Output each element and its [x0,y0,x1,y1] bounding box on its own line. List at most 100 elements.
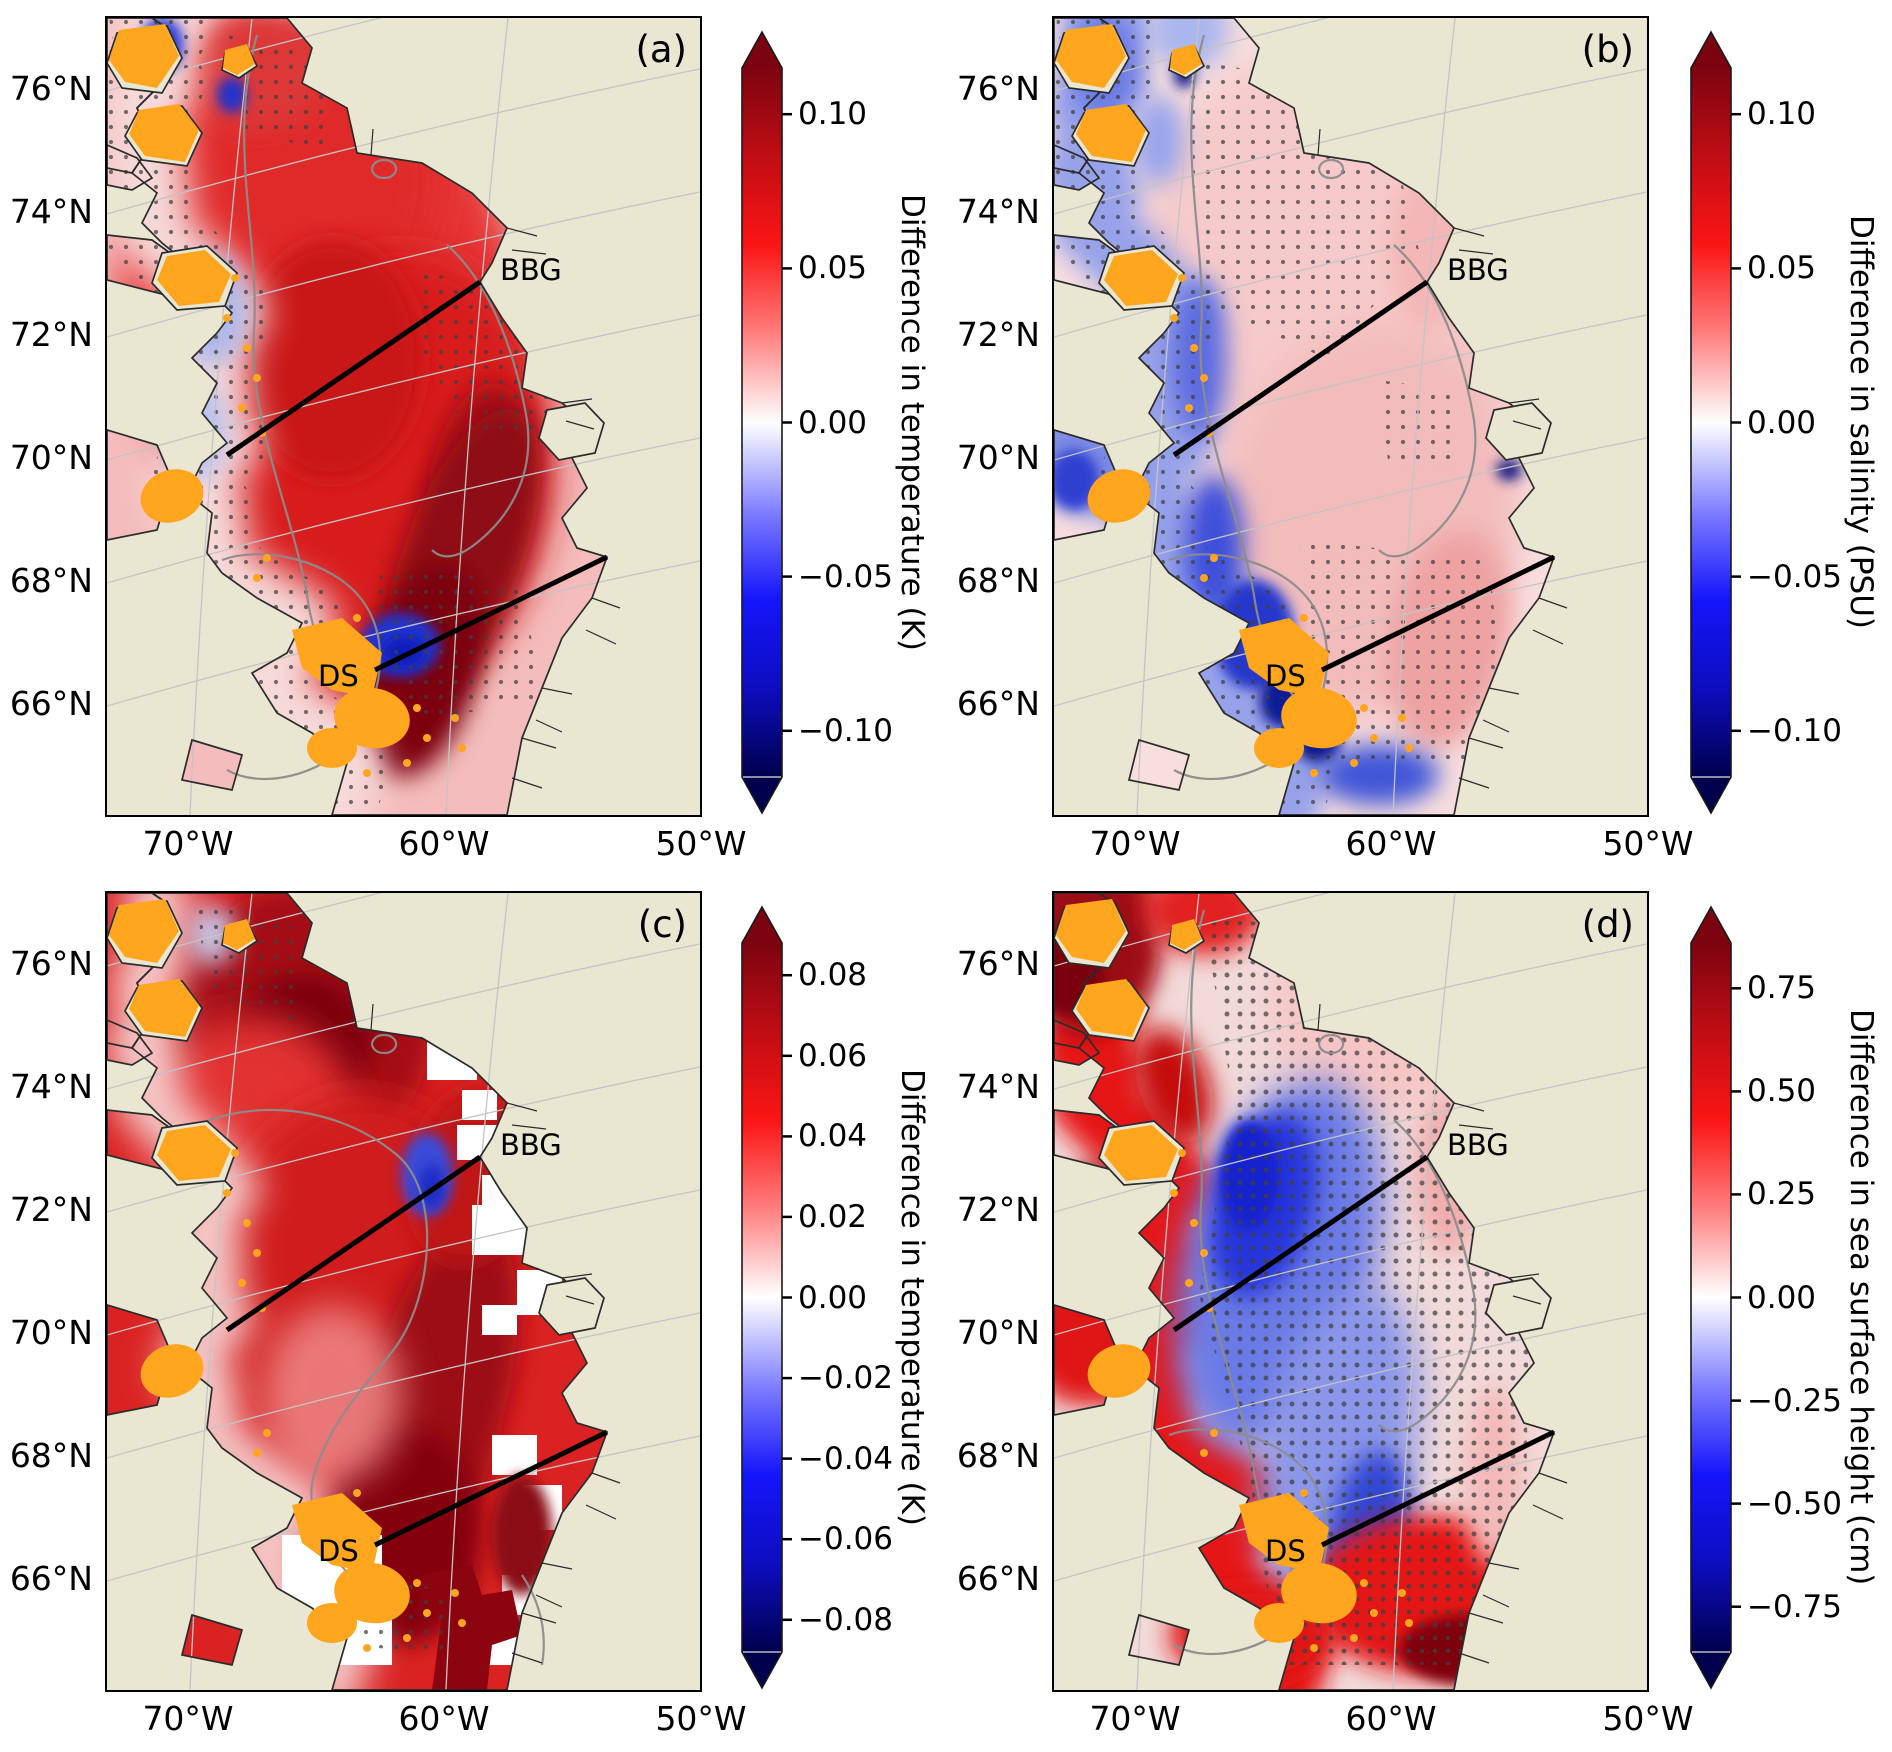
ice-cap-layer [1056,899,1413,1652]
colorbar-tick-label: −0.04 [798,1440,893,1477]
lat-tick-label: 70°N [956,438,1040,477]
lat-tick-label: 74°N [956,1067,1040,1106]
lat-tick-label: 74°N [956,192,1040,231]
colorbar-tick-label: −0.05 [1747,558,1842,595]
colorbar-tick-label: −0.25 [1747,1382,1842,1419]
colorbar-tick-label: 0.00 [1747,1279,1817,1316]
lat-tick-label: 72°N [9,1190,93,1229]
lat-tick-label: 66°N [9,1559,93,1598]
colorbar-tick-label: −0.06 [798,1521,893,1558]
colorbar-tick-label: 0.00 [798,404,868,441]
colorbar-bar [741,905,783,1690]
graticule-layer [1054,18,1647,815]
map-labels-layer: BBG DS (b) [1265,28,1634,693]
colorbar-tick-label: −0.10 [1747,712,1842,749]
lat-tick-label: 66°N [956,684,1040,723]
colorbar-a [740,30,794,815]
colorbar-tick-label: 0.04 [798,1118,868,1155]
map-c: BBG DS (c) [105,891,702,1692]
colorbar-tick-label: −0.50 [1747,1485,1842,1522]
colorbar-bar [1690,905,1732,1690]
transect-line-ds [373,554,609,673]
lat-tick-label: 68°N [956,1436,1040,1475]
graticule-layer [107,18,700,815]
lon-tick-label: 60°W [398,824,490,863]
map-d: BBG DS (d) [1052,891,1649,1692]
ocean-field-layer [107,18,607,815]
ds-label: DS [1265,659,1306,693]
colorbar-svg-a [741,30,792,815]
map-svg-a: BBG DS (a) [107,18,700,815]
transect-line-bbg [1172,1154,1429,1333]
lon-tick-label: 70°W [1089,1699,1181,1738]
contour-layer [1168,909,1477,1656]
lon-tick-label: 50°W [1602,824,1694,863]
transect-layer [225,279,609,673]
transect-line-ds [1320,554,1556,673]
colorbar-d-title: Difference in sea surface height (cm) [1843,1009,1879,1586]
transect-layer [1172,1154,1556,1548]
lat-tick-label: 76°N [9,69,93,108]
colorbar-tick-label: 0.10 [1747,96,1817,133]
colorbar-tick-label: 0.00 [798,1279,868,1316]
colorbar-tick-label: −0.05 [798,558,893,595]
ocean-field-layer [1054,893,1554,1690]
lon-tick-label: 70°W [142,824,234,863]
land-background [1054,893,1647,1690]
lat-tick-label: 70°N [9,1313,93,1352]
lon-tick-label: 50°W [1602,1699,1694,1738]
ice-cap-layer [1056,24,1413,777]
colorbar-tick-label: 0.00 [1747,404,1817,441]
lat-tick-label: 68°N [956,561,1040,600]
lon-tick-label: 50°W [655,1699,747,1738]
map-labels-layer: BBG DS (a) [318,28,687,693]
lat-tick-label: 74°N [9,1067,93,1106]
lat-tick-label: 70°N [956,1313,1040,1352]
coastline-layer [107,893,621,1690]
contour-layer [151,1033,545,1666]
ds-label: DS [318,659,359,693]
lon-tick-label: 70°W [142,1699,234,1738]
ocean-field-layer [1054,18,1554,815]
contour-layer [1168,34,1477,781]
ds-label: DS [318,1534,359,1568]
ice-cap-layer [109,24,466,777]
lat-tick-label: 72°N [9,315,93,354]
lat-tick-label: 74°N [9,192,93,231]
graticule-layer [107,893,700,1690]
colorbar-svg-c [741,905,792,1690]
coastline-layer [1054,18,1568,815]
colorbar-svg-d [1690,905,1741,1690]
lon-tick-label: 70°W [1089,824,1181,863]
map-svg-d: BBG DS (d) [1054,893,1647,1690]
ocean-field-layer [107,893,607,1690]
colorbar-tick-label: −0.02 [798,1360,893,1397]
bbg-label: BBG [500,1128,562,1162]
graticule-layer [1054,893,1647,1690]
transect-layer [225,1154,609,1548]
colorbar-bar [741,30,783,815]
panel-letter: (c) [638,903,687,946]
colorbar-svg-b [1690,30,1741,815]
map-a: BBG DS (a) [105,16,702,817]
lat-tick-label: 66°N [9,684,93,723]
transect-layer [1172,279,1556,673]
colorbar-bar [1690,30,1732,815]
ds-label: DS [1265,1534,1306,1568]
colorbar-a-title: Difference in temperature (K) [894,193,930,651]
lat-tick-label: 68°N [9,1436,93,1475]
bbg-label: BBG [1447,253,1509,287]
colorbar-c [740,905,794,1690]
coastline-layer [107,18,621,815]
lon-tick-label: 60°W [1345,1699,1437,1738]
bbg-label: BBG [500,253,562,287]
lat-tick-label: 76°N [956,944,1040,983]
colorbar-tick-label: 0.10 [798,96,868,133]
panel-letter: (b) [1582,28,1634,71]
colorbar-tick-label: 0.75 [1747,970,1817,1007]
transect-line-ds [373,1429,609,1548]
